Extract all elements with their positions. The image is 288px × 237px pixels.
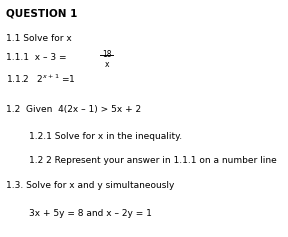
Text: 1.2  Given  4(2x – 1) > 5x + 2: 1.2 Given 4(2x – 1) > 5x + 2 (6, 105, 141, 114)
Text: 1.1.2   $2^{x+1}$ =1: 1.1.2 $2^{x+1}$ =1 (6, 72, 76, 85)
Text: 1.2.1 Solve for x in the inequality.: 1.2.1 Solve for x in the inequality. (29, 132, 182, 141)
Text: 18: 18 (102, 50, 111, 59)
Text: 1.3. Solve for x and y simultaneously: 1.3. Solve for x and y simultaneously (6, 181, 174, 190)
Text: QUESTION 1: QUESTION 1 (6, 8, 77, 18)
Text: x: x (104, 60, 109, 69)
Text: 3x + 5y = 8 and x – 2y = 1: 3x + 5y = 8 and x – 2y = 1 (29, 209, 152, 218)
Text: 1.1.1  x – 3 =: 1.1.1 x – 3 = (6, 53, 69, 62)
Text: 1.1 Solve for x: 1.1 Solve for x (6, 34, 71, 43)
Text: 1.2 2 Represent your answer in 1.1.1 on a number line: 1.2 2 Represent your answer in 1.1.1 on … (29, 156, 276, 165)
